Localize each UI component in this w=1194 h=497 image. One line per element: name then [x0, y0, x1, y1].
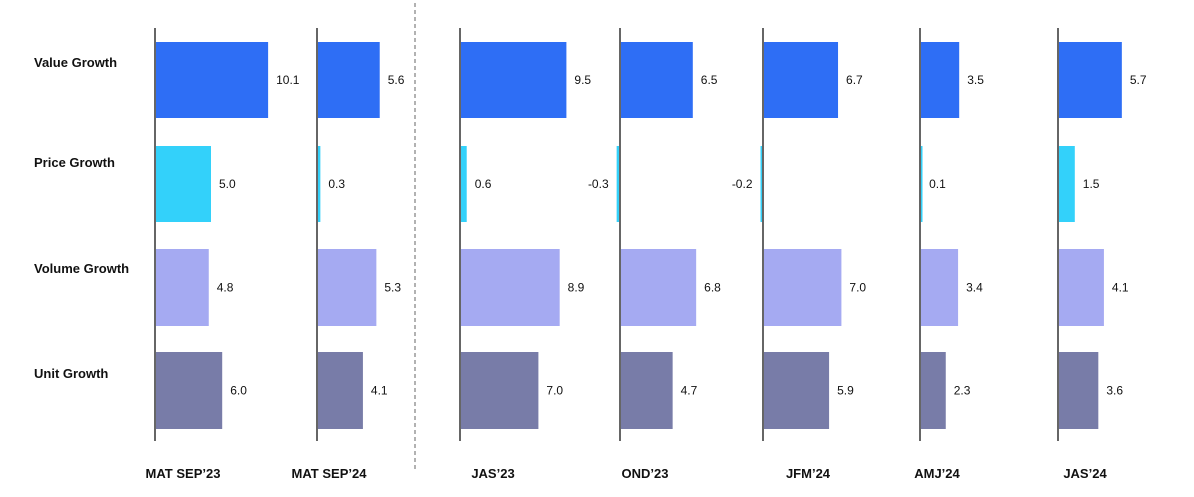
- bar-unit-growth-mat-sep-24: [317, 352, 363, 429]
- row-label-unit-growth: Unit Growth: [34, 366, 108, 381]
- bar-unit-growth-amj-24: [920, 352, 946, 429]
- value-label-unit-growth-mat-sep-23: 6.0: [230, 384, 247, 398]
- value-label-value-growth-jfm-24: 6.7: [846, 73, 863, 87]
- value-label-value-growth-ond-23: 6.5: [701, 73, 718, 87]
- column-jfm-24: 6.7 -0.2 7.0 5.9 JFM’24: [732, 28, 866, 481]
- bar-unit-growth-jas-24: [1058, 352, 1099, 429]
- column-amj-24: 3.5 0.1 3.4 2.3 AMJ’24: [914, 28, 984, 481]
- bar-value-growth-ond-23: [620, 42, 693, 118]
- category-label-amj-24: AMJ’24: [914, 466, 960, 481]
- bar-volume-growth-amj-24: [920, 249, 959, 326]
- column-ond-23: 6.5 -0.3 6.8 4.7 OND’23: [588, 28, 721, 481]
- bar-volume-growth-jas-24: [1058, 249, 1104, 326]
- category-label-ond-23: OND’23: [622, 466, 669, 481]
- column-mat-sep-23: 10.1 5.0 4.8 6.0 MAT SEP’23: [146, 28, 300, 481]
- bar-value-growth-mat-sep-24: [317, 42, 380, 118]
- bar-value-growth-mat-sep-23: [155, 42, 269, 118]
- value-label-price-growth-amj-24: 0.1: [929, 177, 946, 191]
- bar-unit-growth-jas-23: [460, 352, 539, 429]
- value-label-volume-growth-jas-23: 8.9: [568, 281, 585, 295]
- bar-value-growth-jas-23: [460, 42, 567, 118]
- chart-columns: 10.1 5.0 4.8 6.0 MAT SEP’23 5.6 0.3 5.3 4.1 MAT S…: [146, 28, 1147, 481]
- value-label-volume-growth-ond-23: 6.8: [704, 281, 721, 295]
- column-jas-24: 5.7 1.5 4.1 3.6 JAS’24: [1057, 28, 1147, 481]
- value-label-value-growth-amj-24: 3.5: [967, 73, 984, 87]
- bar-price-growth-amj-24: [920, 146, 923, 222]
- bar-volume-growth-mat-sep-23: [155, 249, 209, 326]
- bar-volume-growth-jfm-24: [763, 249, 842, 326]
- category-label-jfm-24: JFM’24: [786, 466, 831, 481]
- column-mat-sep-24: 5.6 0.3 5.3 4.1 MAT SEP’24: [292, 28, 405, 481]
- value-label-price-growth-jas-24: 1.5: [1083, 177, 1100, 191]
- value-label-volume-growth-jfm-24: 7.0: [849, 281, 866, 295]
- value-label-price-growth-mat-sep-23: 5.0: [219, 177, 236, 191]
- bar-price-growth-jas-23: [460, 146, 467, 222]
- bar-unit-growth-ond-23: [620, 352, 673, 429]
- value-label-volume-growth-jas-24: 4.1: [1112, 281, 1129, 295]
- column-jas-23: 9.5 0.6 8.9 7.0 JAS’23: [459, 28, 591, 481]
- row-label-value-growth: Value Growth: [34, 55, 117, 70]
- bar-price-growth-jfm-24: [760, 146, 763, 222]
- bar-value-growth-jfm-24: [763, 42, 839, 118]
- row-labels: Value Growth Price Growth Volume Growth …: [34, 55, 129, 381]
- value-label-value-growth-mat-sep-23: 10.1: [276, 73, 300, 87]
- bar-price-growth-jas-24: [1058, 146, 1075, 222]
- value-label-unit-growth-ond-23: 4.7: [681, 384, 698, 398]
- row-label-volume-growth: Volume Growth: [34, 261, 129, 276]
- value-label-value-growth-jas-24: 5.7: [1130, 73, 1147, 87]
- bar-price-growth-mat-sep-24: [317, 146, 321, 222]
- value-label-price-growth-jas-23: 0.6: [475, 177, 492, 191]
- category-label-mat-sep-24: MAT SEP’24: [292, 466, 368, 481]
- value-label-price-growth-jfm-24: -0.2: [732, 177, 753, 191]
- bar-price-growth-mat-sep-23: [155, 146, 211, 222]
- value-label-unit-growth-jas-24: 3.6: [1106, 384, 1123, 398]
- bar-price-growth-ond-23: [616, 146, 620, 222]
- value-label-value-growth-jas-23: 9.5: [574, 73, 591, 87]
- value-label-price-growth-ond-23: -0.3: [588, 177, 609, 191]
- category-label-mat-sep-23: MAT SEP’23: [146, 466, 221, 481]
- value-label-unit-growth-mat-sep-24: 4.1: [371, 384, 388, 398]
- value-label-price-growth-mat-sep-24: 0.3: [328, 177, 345, 191]
- value-label-value-growth-mat-sep-24: 5.6: [388, 73, 405, 87]
- row-label-price-growth: Price Growth: [34, 155, 115, 170]
- value-label-unit-growth-jfm-24: 5.9: [837, 384, 854, 398]
- value-label-unit-growth-jas-23: 7.0: [546, 384, 563, 398]
- bar-unit-growth-mat-sep-23: [155, 352, 223, 429]
- value-label-volume-growth-amj-24: 3.4: [966, 281, 983, 295]
- category-label-jas-24: JAS’24: [1063, 466, 1107, 481]
- bar-volume-growth-mat-sep-24: [317, 249, 377, 326]
- value-label-volume-growth-mat-sep-23: 4.8: [217, 281, 234, 295]
- value-label-volume-growth-mat-sep-24: 5.3: [384, 281, 401, 295]
- bar-volume-growth-ond-23: [620, 249, 697, 326]
- bar-value-growth-amj-24: [920, 42, 960, 118]
- value-label-unit-growth-amj-24: 2.3: [954, 384, 971, 398]
- bar-value-growth-jas-24: [1058, 42, 1122, 118]
- bar-volume-growth-jas-23: [460, 249, 560, 326]
- bar-unit-growth-jfm-24: [763, 352, 830, 429]
- category-label-jas-23: JAS’23: [471, 466, 514, 481]
